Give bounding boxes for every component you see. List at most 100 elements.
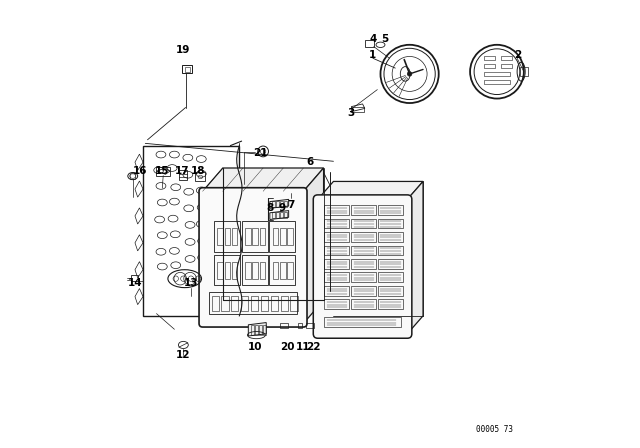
Bar <box>484 80 511 84</box>
Bar <box>484 72 511 76</box>
Text: 4: 4 <box>369 34 376 44</box>
Bar <box>484 56 495 60</box>
Polygon shape <box>408 181 423 334</box>
Bar <box>143 146 239 316</box>
Bar <box>306 323 314 328</box>
Text: 00005 73: 00005 73 <box>476 425 513 434</box>
Bar <box>500 64 512 68</box>
Bar <box>269 255 296 285</box>
Bar <box>324 246 349 255</box>
Bar <box>185 67 190 72</box>
Bar <box>252 228 258 245</box>
Bar <box>242 221 268 252</box>
Polygon shape <box>248 323 266 336</box>
Bar <box>324 232 349 242</box>
Bar <box>287 262 292 279</box>
Text: 18: 18 <box>191 166 205 176</box>
Bar <box>245 228 251 245</box>
Bar <box>209 292 297 314</box>
Bar <box>351 219 376 228</box>
Bar <box>287 228 292 245</box>
Bar <box>214 255 240 285</box>
Text: 3: 3 <box>347 108 354 118</box>
Bar <box>260 228 265 245</box>
Bar <box>260 262 265 279</box>
Text: 2: 2 <box>515 50 522 60</box>
Polygon shape <box>270 199 289 208</box>
Bar <box>273 262 278 279</box>
Bar <box>351 205 376 215</box>
Bar <box>259 325 262 335</box>
Bar <box>157 167 170 176</box>
Bar <box>255 325 258 335</box>
Bar <box>351 286 376 296</box>
Bar <box>280 296 288 311</box>
Bar <box>324 219 349 228</box>
Bar <box>195 172 205 181</box>
Bar <box>298 323 302 328</box>
Bar <box>378 286 403 296</box>
Bar <box>242 255 268 285</box>
Bar <box>251 296 258 311</box>
Bar <box>484 64 495 68</box>
Bar <box>378 259 403 269</box>
Bar <box>214 221 240 252</box>
Bar <box>252 262 258 279</box>
Bar <box>365 40 374 47</box>
Bar <box>351 107 364 112</box>
Polygon shape <box>317 181 423 199</box>
Bar <box>225 262 230 279</box>
Bar <box>182 65 192 73</box>
Bar <box>245 262 251 279</box>
Bar <box>280 323 288 328</box>
Bar <box>351 299 376 309</box>
Bar <box>378 232 403 242</box>
Bar <box>221 296 228 311</box>
Bar <box>280 262 285 279</box>
Bar <box>284 212 287 218</box>
Bar <box>241 296 248 311</box>
Bar <box>261 296 268 311</box>
Bar <box>280 228 285 245</box>
Bar <box>276 212 279 218</box>
Text: 7: 7 <box>287 200 294 210</box>
Text: 15: 15 <box>155 166 170 176</box>
Text: 14: 14 <box>128 278 143 288</box>
Text: 16: 16 <box>132 166 147 176</box>
Bar <box>276 201 279 207</box>
Circle shape <box>407 72 412 76</box>
Bar <box>324 317 401 327</box>
Text: 10: 10 <box>248 342 262 352</box>
Bar <box>378 205 403 215</box>
Bar <box>218 228 223 245</box>
Bar <box>378 246 403 255</box>
Bar <box>232 228 237 245</box>
FancyBboxPatch shape <box>314 195 412 338</box>
Bar <box>272 201 275 207</box>
Text: 21: 21 <box>253 148 268 158</box>
Bar <box>218 262 223 279</box>
Bar <box>179 170 187 180</box>
Text: 22: 22 <box>306 342 321 352</box>
Bar <box>280 212 284 218</box>
Bar <box>271 296 278 311</box>
Text: 8: 8 <box>266 203 273 213</box>
Bar <box>212 296 219 311</box>
Text: 13: 13 <box>184 278 198 288</box>
Bar <box>131 275 138 281</box>
Text: 19: 19 <box>176 45 191 55</box>
Bar <box>232 262 237 279</box>
Bar <box>324 299 349 309</box>
Polygon shape <box>270 211 289 220</box>
Bar <box>251 325 253 335</box>
Bar <box>378 299 403 309</box>
Bar <box>262 325 266 335</box>
Polygon shape <box>303 168 324 323</box>
FancyBboxPatch shape <box>199 188 307 327</box>
Bar <box>378 219 403 228</box>
Text: 20: 20 <box>280 342 295 352</box>
Bar <box>324 272 349 282</box>
Bar <box>291 296 298 311</box>
Bar <box>225 228 230 245</box>
Bar <box>272 212 275 218</box>
